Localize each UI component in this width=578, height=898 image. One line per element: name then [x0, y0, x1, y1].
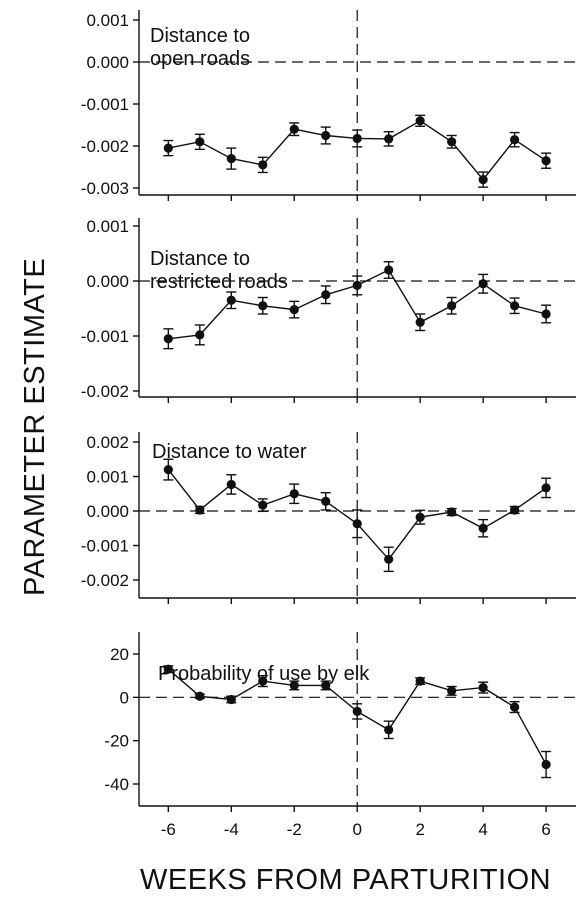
panel-title-line: restricted roads: [150, 271, 288, 293]
y-tick-label: -0.001: [81, 95, 129, 114]
x-axis-label: WEEKS FROM PARTURITION: [140, 864, 552, 896]
panel-title: Distance to water: [152, 441, 307, 463]
data-point: [478, 175, 488, 185]
data-point: [321, 130, 331, 141]
data-point: [258, 301, 268, 311]
data-point: [258, 500, 268, 510]
data-point: [478, 279, 488, 289]
y-tick-label: 0.000: [86, 53, 129, 72]
data-point: [415, 317, 425, 327]
x-tick-label: 0: [352, 820, 361, 839]
panel-title-line: Distance to: [150, 25, 250, 47]
data-point: [195, 691, 205, 701]
panel-1: 0.001 0.000 -0.001 -0.002 -0.003 Distance to o…: [81, 10, 576, 201]
data-point: [352, 133, 362, 144]
data-point: [510, 135, 520, 145]
data-point: [163, 143, 173, 153]
data-point: [289, 680, 299, 691]
y-tick-label: 0.002: [86, 433, 129, 452]
panel-title-line: Distance to water: [152, 441, 307, 463]
data-point: [289, 489, 299, 499]
data-point: [415, 512, 425, 522]
x-tick-label: 2: [415, 820, 424, 839]
data-point: [226, 694, 236, 705]
panel-2: 0.001 0.000 -0.001 -0.002 Distance to restric…: [81, 217, 576, 403]
y-tick-label: 0: [120, 688, 129, 707]
y-tick-label: -40: [104, 775, 129, 794]
y-axis-label-group: PARAMETER ESTIMATE: [19, 258, 51, 596]
data-point: [415, 116, 425, 126]
data-point: [510, 505, 520, 515]
x-tick-label: -6: [161, 820, 176, 839]
data-point: [541, 759, 551, 770]
data-point: [352, 519, 362, 529]
y-tick-label: 0.000: [86, 272, 129, 291]
data-point: [258, 160, 268, 170]
data-point: [321, 496, 331, 506]
data-point: [321, 290, 331, 300]
data-point: [447, 137, 457, 147]
data-point: [384, 265, 394, 275]
panel-title: Distance to open roads: [150, 25, 250, 70]
data-point: [195, 505, 205, 515]
data-point: [384, 134, 394, 144]
data-point: [541, 156, 551, 166]
data-point: [163, 664, 173, 674]
data-point: [384, 554, 394, 564]
x-tick-label: -4: [224, 820, 239, 839]
data-point: [352, 706, 362, 717]
data-point: [163, 334, 173, 344]
panel-3: 0.002 0.001 0.000 -0.001 -0.002 Distance to w…: [81, 432, 576, 604]
y-tick-label: -0.002: [81, 382, 129, 401]
data-point: [195, 137, 205, 147]
x-tick-label: 4: [478, 820, 487, 839]
data-point: [510, 301, 520, 311]
data-point: [289, 124, 299, 134]
data-point: [541, 483, 551, 493]
data-point: [415, 676, 425, 686]
panel-title: Probability of use by elk: [158, 663, 370, 685]
y-axis-label: PARAMETER ESTIMATE: [19, 258, 51, 596]
panel-title-line: Distance to: [150, 248, 250, 270]
data-point: [384, 725, 394, 735]
data-point: [541, 309, 551, 319]
data-point: [226, 154, 236, 164]
y-tick-label: -0.001: [81, 537, 129, 556]
y-tick-label: -20: [104, 732, 129, 751]
data-point: [352, 280, 362, 290]
data-point: [478, 523, 488, 533]
y-tick-label: 0.001: [86, 11, 129, 30]
data-point: [447, 507, 457, 517]
data-point: [289, 305, 299, 315]
y-tick-label: 0.001: [86, 217, 129, 236]
panel-title-line: open roads: [150, 48, 250, 70]
y-tick-label: -0.001: [81, 327, 129, 346]
y-tick-label: 0.001: [86, 468, 129, 487]
data-point: [510, 702, 520, 712]
data-point: [163, 465, 173, 475]
data-point: [258, 676, 268, 686]
x-tick-label: 6: [541, 820, 550, 839]
panel-title: Distance to restricted roads: [150, 248, 288, 293]
data-point: [226, 295, 236, 305]
data-point: [447, 301, 457, 311]
data-point: [195, 330, 205, 340]
y-tick-label: -0.002: [81, 571, 129, 590]
data-point: [226, 479, 236, 490]
data-point: [447, 686, 457, 696]
y-tick-label: -0.003: [81, 179, 129, 198]
y-tick-label: -0.002: [81, 137, 129, 156]
y-tick-label: 20: [110, 645, 129, 664]
data-point: [321, 680, 331, 691]
panel-title-line: Probability of use by elk: [158, 663, 370, 685]
x-tick-label: -2: [287, 820, 302, 839]
data-point: [478, 682, 488, 693]
y-tick-label: 0.000: [86, 502, 129, 521]
